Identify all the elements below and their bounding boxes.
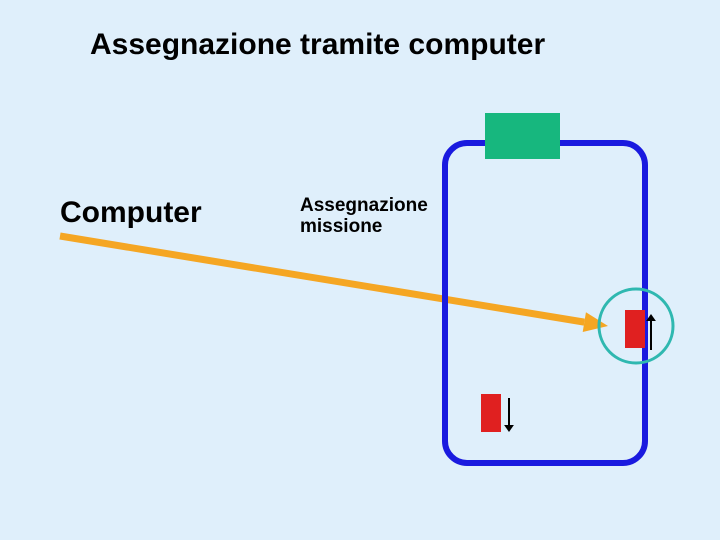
assegnazione-label: Assegnazione missione: [300, 196, 428, 238]
red-box-bottom: [481, 394, 501, 432]
orange-arrow-shaft: [60, 236, 584, 322]
diagram-stage: Assegnazione tramite computer Computer A…: [0, 0, 720, 540]
title-text: Assegnazione tramite computer: [90, 28, 545, 62]
red-box-right: [625, 310, 645, 348]
computer-label: Computer: [60, 196, 202, 230]
green-box: [485, 113, 560, 159]
diagram-svg: [0, 0, 720, 540]
orange-arrow-head: [583, 312, 608, 332]
small-arrow-down-head: [504, 425, 514, 432]
